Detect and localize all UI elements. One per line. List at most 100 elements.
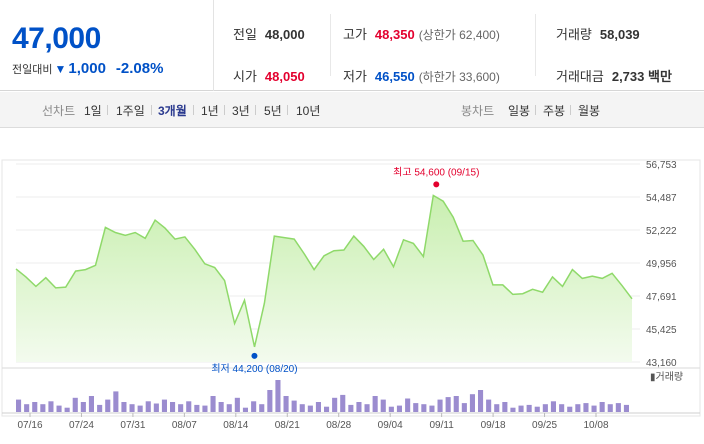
y-tick-label: 52,222 bbox=[646, 226, 677, 237]
price-box: 47,000 전일대비 ▼ 1,000 -2.08% bbox=[0, 0, 214, 91]
volume-bar bbox=[559, 404, 565, 412]
volume-bar bbox=[315, 402, 321, 412]
price-area-fill bbox=[16, 195, 632, 362]
x-tick-label: 08/28 bbox=[326, 420, 351, 431]
y-tick-label: 54,487 bbox=[646, 193, 677, 204]
low-value: 46,550 bbox=[374, 69, 415, 84]
volume-bar bbox=[64, 407, 70, 412]
open-price: 시가 48,050 bbox=[233, 66, 305, 85]
price-area bbox=[15, 194, 633, 362]
price-extremes: 최고 54,600 (09/15) 최저 44,200 (08/20) bbox=[211, 166, 479, 374]
volume-bar bbox=[526, 404, 532, 412]
x-tick-label: 09/18 bbox=[481, 420, 506, 431]
tab-divider bbox=[193, 105, 194, 115]
tab-10y[interactable]: 10년 bbox=[296, 104, 321, 118]
price-axis: 56,753 54,487 52,222 49,956 47,691 45,425 43,1… bbox=[646, 160, 677, 369]
y-tick-label: 56,753 bbox=[646, 160, 677, 171]
y-tick-label: 47,691 bbox=[646, 292, 677, 303]
volume-bar bbox=[437, 399, 443, 412]
tab-daily-candle[interactable]: 일봉 bbox=[508, 104, 531, 118]
low-price: 저가 46,550 (하한가 33,600) bbox=[343, 66, 500, 85]
volume-bar bbox=[510, 407, 516, 412]
volume-bar bbox=[486, 399, 492, 412]
volume-bar bbox=[194, 404, 200, 412]
divider bbox=[535, 14, 536, 76]
volume-label: 거래량 bbox=[556, 27, 592, 42]
line-chart-group-label: 선차트 bbox=[42, 104, 76, 118]
x-tick-label: 09/11 bbox=[429, 420, 454, 431]
volume-bar bbox=[421, 404, 427, 412]
tab-1y[interactable]: 1년 bbox=[201, 104, 219, 118]
volume-bar bbox=[218, 402, 224, 412]
price-line bbox=[15, 194, 633, 348]
volume-bar bbox=[583, 403, 589, 412]
price-change: 전일대비 ▼ 1,000 -2.08% bbox=[12, 60, 163, 77]
prev-close-value: 48,000 bbox=[264, 27, 305, 42]
volume-bar bbox=[259, 404, 265, 412]
volume-bar bbox=[88, 396, 94, 412]
volume-bar bbox=[186, 401, 192, 412]
volume-bar bbox=[380, 399, 386, 412]
volume-bar bbox=[72, 397, 78, 412]
tab-5y[interactable]: 5년 bbox=[264, 104, 282, 118]
amount-label: 거래대금 bbox=[556, 69, 604, 84]
volume-bar bbox=[283, 396, 289, 412]
volume-bar bbox=[137, 405, 143, 412]
tab-divider bbox=[107, 105, 108, 115]
volume-bar bbox=[291, 400, 297, 412]
volume-bar bbox=[234, 397, 240, 412]
high-label: 고가 bbox=[343, 27, 367, 42]
price-chart: 56,753 54,487 52,222 49,956 47,691 45,425 43,1… bbox=[1, 159, 701, 431]
volume-bar bbox=[80, 402, 86, 412]
change-label: 전일대비 bbox=[12, 63, 53, 76]
volume-bar bbox=[161, 399, 167, 412]
tab-divider bbox=[570, 105, 571, 115]
prev-close: 전일 48,000 bbox=[233, 24, 305, 43]
tab-weekly-candle[interactable]: 주봉 bbox=[543, 104, 566, 118]
tab-1d[interactable]: 1일 bbox=[84, 104, 102, 118]
tab-1w[interactable]: 1주일 bbox=[116, 104, 145, 118]
tab-divider bbox=[535, 105, 536, 115]
volume-bar bbox=[307, 405, 313, 412]
volume-bar bbox=[275, 380, 281, 412]
x-tick-label: 09/04 bbox=[378, 420, 403, 431]
tab-3y[interactable]: 3년 bbox=[232, 104, 250, 118]
volume-bar bbox=[226, 404, 232, 412]
volume-bar bbox=[267, 390, 273, 412]
candle-chart-group-label: 봉차트 bbox=[461, 104, 495, 118]
volume-bar bbox=[575, 404, 581, 412]
upper-limit: (상한가 62,400) bbox=[418, 28, 500, 42]
min-label: 최저 44,200 (08/20) bbox=[211, 363, 297, 375]
tab-divider bbox=[255, 105, 256, 115]
volume-bar bbox=[40, 404, 46, 412]
volume-bar bbox=[599, 402, 605, 412]
volume-bars: ▮거래량 bbox=[16, 371, 683, 412]
volume-bar bbox=[242, 407, 248, 412]
volume-bar bbox=[24, 404, 30, 412]
low-label: 저가 bbox=[343, 69, 367, 84]
divider bbox=[330, 14, 331, 76]
volume-bar bbox=[494, 404, 500, 412]
y-tick-label: 45,425 bbox=[646, 325, 677, 336]
high-price: 고가 48,350 (상한가 62,400) bbox=[343, 24, 500, 43]
volume-legend: ▮거래량 bbox=[650, 371, 683, 383]
volume-bar bbox=[178, 404, 184, 412]
volume-bar bbox=[48, 401, 54, 412]
y-tick-label: 49,956 bbox=[646, 259, 677, 270]
x-tick-label: 07/31 bbox=[120, 420, 145, 431]
volume-bar bbox=[348, 404, 354, 412]
change-percent: -2.08% bbox=[115, 60, 164, 77]
min-point bbox=[251, 352, 258, 359]
chart-period-tabs: 선차트 1일 1주일 3개월 1년 3년 5년 10년 봉차트 일봉 주봉 월봉 bbox=[0, 92, 704, 128]
volume-bar bbox=[202, 405, 208, 412]
tab-monthly-candle[interactable]: 월봉 bbox=[578, 104, 601, 118]
tab-divider bbox=[224, 105, 225, 115]
volume-bar bbox=[97, 404, 103, 412]
y-tick-label: 43,160 bbox=[646, 358, 677, 369]
volume-bar bbox=[170, 402, 176, 412]
prev-close-label: 전일 bbox=[233, 27, 257, 42]
volume-bar bbox=[129, 404, 135, 412]
volume-bar bbox=[340, 394, 346, 412]
tab-3m[interactable]: 3개월 bbox=[158, 104, 187, 118]
